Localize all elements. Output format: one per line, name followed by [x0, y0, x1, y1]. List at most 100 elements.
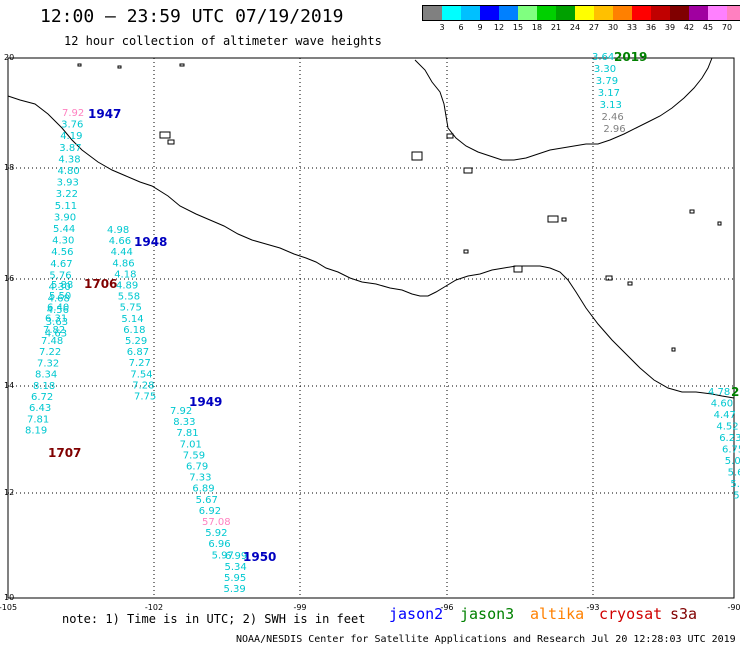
- wave-height-value: 5.95: [224, 573, 246, 584]
- wave-height-value: 6.96: [208, 539, 230, 550]
- wave-height-value: 3.22: [56, 189, 78, 200]
- wave-height-value: 4.60: [711, 399, 733, 410]
- island-outline: [689, 209, 695, 214]
- pass-time-label: 2019: [614, 50, 647, 64]
- wave-height-value: 5.97: [212, 550, 234, 561]
- wave-height-value: 7.48: [41, 336, 63, 347]
- wave-height-value: 4.98: [107, 225, 129, 236]
- wave-height-value: 4.56: [51, 247, 73, 258]
- wave-height-value: 7.28: [132, 380, 154, 391]
- wave-height-value: 3.30: [594, 64, 616, 75]
- color-scale-label: 12: [493, 23, 505, 32]
- wave-height-value: 57.08: [202, 517, 231, 528]
- color-scale-label: 39: [664, 23, 676, 32]
- wave-height-value: 5.44: [53, 224, 75, 235]
- wave-height-value: 5.02: [725, 456, 740, 467]
- coastline-path: [7, 95, 735, 399]
- pass-time-label: 1706: [84, 277, 117, 291]
- island-outline: [77, 63, 82, 67]
- wave-height-value: 5.6: [728, 468, 740, 479]
- legend-cryosat: cryosat: [599, 605, 663, 623]
- wave-height-value: 8.34: [35, 370, 57, 381]
- wave-height-value: 3.17: [598, 88, 620, 99]
- wave-height-value: 4.19: [60, 131, 82, 142]
- pass-time-label: 1707: [48, 446, 81, 460]
- island-outline: [561, 217, 567, 222]
- wave-height-value: 7.54: [130, 369, 152, 380]
- latitude-label: 16: [4, 274, 14, 283]
- island-outline: [167, 139, 175, 145]
- color-scale-label: 70: [721, 23, 733, 32]
- color-scale-label: 18: [531, 23, 543, 32]
- color-swatch: [670, 6, 689, 20]
- color-swatch: [632, 6, 651, 20]
- satellite-pass: 4.984.664.444.864.184.895.585.755.146.18…: [107, 225, 167, 403]
- page-subtitle: 12 hour collection of altimeter wave hei…: [64, 34, 382, 48]
- color-swatch: [537, 6, 556, 20]
- color-scale-label: 9: [477, 23, 483, 32]
- wave-height-value: 5.: [730, 479, 740, 490]
- color-swatch: [651, 6, 670, 20]
- island-outline: [463, 167, 473, 174]
- wave-height-value: 6.87: [127, 347, 149, 358]
- color-swatch: [480, 6, 499, 20]
- island-outline: [513, 265, 523, 273]
- wave-height-value: 3.93: [57, 178, 79, 189]
- wave-height-value: 4.68: [48, 294, 70, 305]
- wave-height-value: 7.92: [170, 406, 192, 417]
- color-swatch: [613, 6, 632, 20]
- wave-height-value: 4.67: [50, 259, 72, 270]
- wave-height-value: 5.67: [196, 495, 218, 506]
- legend-jason3: jason3: [460, 605, 515, 623]
- satellite-pass: 7.928.337.817.017.596.797.336.895.676.92…: [170, 395, 234, 561]
- wave-height-value: 6.92: [199, 506, 221, 517]
- map-frame: [7, 57, 735, 599]
- pass-time-label: 2: [731, 385, 739, 399]
- wave-height-value: 6.72: [31, 392, 53, 403]
- island-outline: [717, 221, 722, 226]
- satellite-pass: 7.923.764.193.874.384.803.933.225.113.90…: [45, 107, 122, 339]
- wave-height-value: 6.23: [719, 433, 740, 444]
- wave-height-value: 5.29: [125, 336, 147, 347]
- wave-height-value: 7.81: [27, 414, 49, 425]
- wave-height-value: 6.18: [123, 325, 145, 336]
- wave-height-value: 5.34: [225, 562, 247, 573]
- wave-height-value: 7.59: [183, 450, 205, 461]
- wave-height-value: 7.33: [189, 473, 211, 484]
- wave-height-value: 6.89: [192, 484, 214, 495]
- wave-height-value: 7.32: [37, 358, 59, 369]
- wave-height-value: 5.75: [120, 303, 142, 314]
- satellite-pass: 3.643.303.793.173.132.462.96 2019: [592, 50, 647, 135]
- wave-height-value: 4.52: [716, 422, 738, 433]
- wave-height-value: 5.92: [205, 528, 227, 539]
- latitude-label: 12: [4, 488, 14, 497]
- wave-height-value: 3.63: [46, 317, 68, 328]
- wave-height-value: 5.39: [224, 584, 246, 595]
- color-scale-label: 27: [588, 23, 600, 32]
- color-swatch: [499, 6, 518, 20]
- satellite-pass: 1707: [48, 446, 81, 460]
- island-outline: [411, 151, 423, 161]
- pass-time-label: 1950: [243, 550, 276, 564]
- wave-height-value: 6.75: [722, 445, 740, 456]
- color-scale-bar: [422, 5, 740, 21]
- color-scale-label: 36: [645, 23, 657, 32]
- wave-height-value: 2.96: [603, 124, 625, 135]
- wave-height-value: 4.78: [708, 387, 730, 398]
- longitude-label: -90: [727, 603, 740, 612]
- wave-height-value: 5.14: [121, 314, 143, 325]
- wave-height-value: 6.79: [186, 462, 208, 473]
- wave-height-value: 6.31: [45, 314, 67, 325]
- color-swatch: [461, 6, 480, 20]
- wave-height-value: 8.19: [25, 426, 47, 437]
- satellite-pass: 6.995.345.955.39 1950: [224, 550, 277, 595]
- wave-height-value: 7.22: [39, 347, 61, 358]
- wave-height-value: 5.76: [49, 270, 71, 281]
- wave-height-value: 5.50: [49, 291, 71, 302]
- island-outline: [117, 65, 122, 69]
- wave-height-value: 6.99: [225, 551, 247, 562]
